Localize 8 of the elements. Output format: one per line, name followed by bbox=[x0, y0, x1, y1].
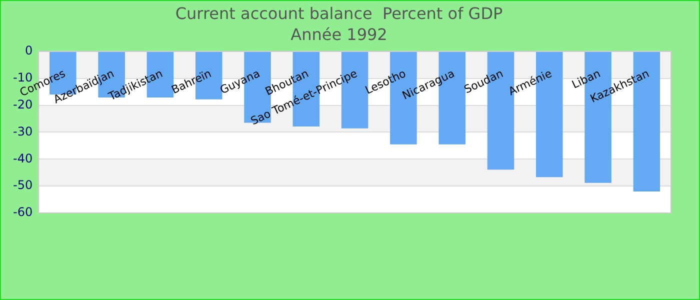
y-tick-label: -60 bbox=[12, 205, 33, 220]
chart-title: Current account balance Percent of GDP bbox=[175, 4, 504, 23]
y-tick-label: -40 bbox=[12, 151, 33, 166]
chart-subtitle: Année 1992 bbox=[290, 24, 388, 44]
y-tick-label: -20 bbox=[12, 97, 33, 112]
y-tick-label: -50 bbox=[12, 178, 33, 192]
y-tick-label: 0 bbox=[24, 44, 33, 58]
y-tick-label: -30 bbox=[12, 124, 33, 138]
